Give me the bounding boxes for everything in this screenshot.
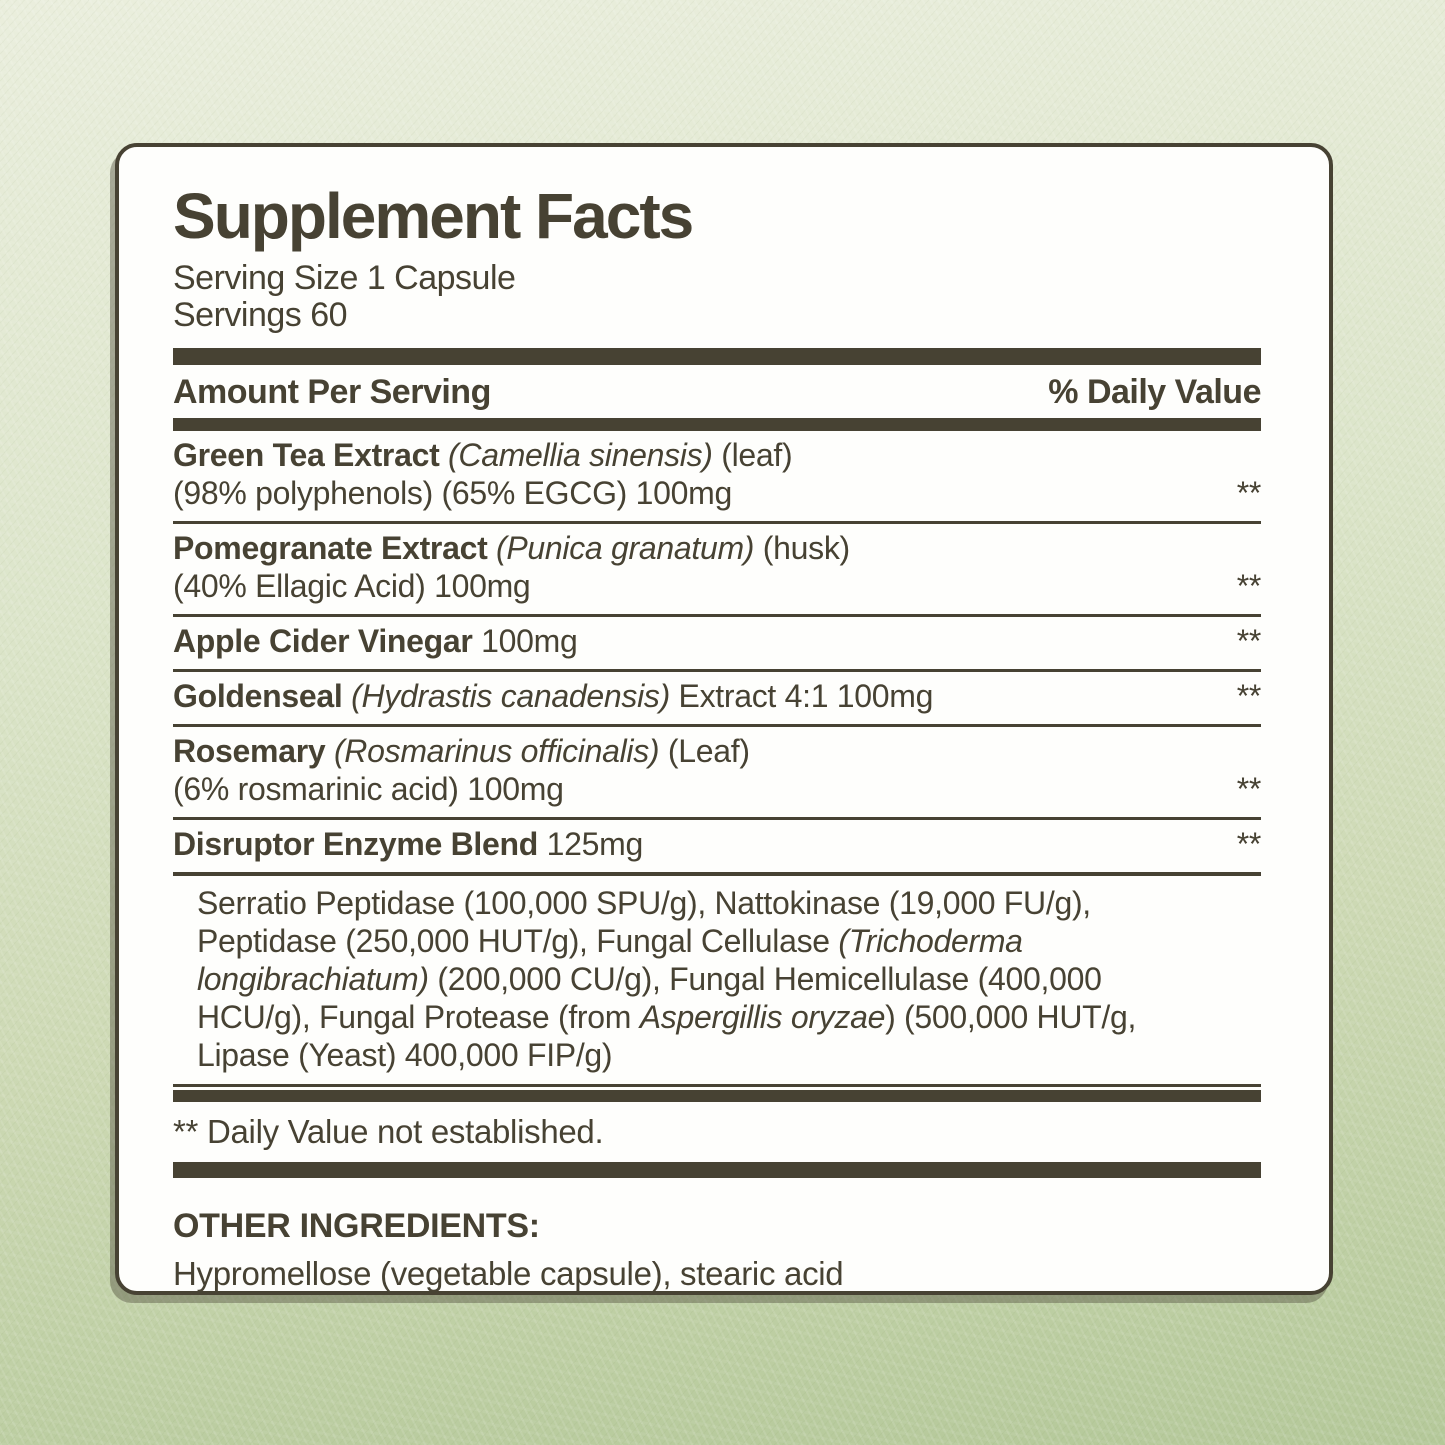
- text-segment: (Rosmarinus officinalis): [333, 733, 660, 770]
- panel-title: Supplement Facts: [173, 180, 694, 252]
- ingredient-row: ** Goldenseal (Hydrastis canadensis) Extr…: [173, 669, 1261, 724]
- ingredient-line: ** Apple Cider Vinegar 100mg: [173, 622, 1261, 660]
- text-segment: Goldenseal: [173, 678, 352, 715]
- divider-medium-footnote: [173, 1084, 1261, 1103]
- servings-count: Servings 60: [173, 296, 348, 335]
- text-segment: (Leaf): [659, 733, 750, 770]
- ingredient-line: Green Tea Extract (Camellia sinensis) (l…: [173, 436, 1261, 474]
- divider-medium-header: [173, 418, 1261, 432]
- serving-size: Serving Size 1 Capsule: [173, 259, 516, 298]
- daily-value-header: % Daily Value: [1048, 373, 1261, 412]
- text-segment: Pomegranate Extract: [173, 530, 497, 567]
- ingredient-row: Green Tea Extract (Camellia sinensis) (l…: [173, 431, 1261, 521]
- amount-per-serving-header: Amount Per Serving: [173, 373, 491, 412]
- ingredient-line: ** Disruptor Enzyme Blend 125mg: [173, 825, 1261, 863]
- ingredient-line: Pomegranate Extract (Punica granatum) (h…: [173, 529, 1261, 567]
- text-segment: (Punica granatum): [496, 530, 755, 567]
- text-segment: Apple Cider Vinegar: [173, 623, 482, 660]
- table-header-row: Amount Per Serving % Daily Value: [173, 365, 1261, 418]
- ingredient-line: ** (40% Ellagic Acid) 100mg: [173, 567, 1261, 605]
- text-segment: Green Tea Extract: [173, 437, 449, 474]
- text-segment: (98% polyphenols) (65% EGCG) 100mg: [173, 475, 732, 512]
- divider-thick-bottom: [173, 1162, 1261, 1179]
- ingredient-row: Pomegranate Extract (Punica granatum) (h…: [173, 521, 1261, 614]
- text-segment: 100mg: [481, 623, 578, 660]
- text-segment: Rosemary: [173, 733, 334, 770]
- ingredient-rows: Green Tea Extract (Camellia sinensis) (l…: [173, 431, 1261, 872]
- ingredient-row: ** Apple Cider Vinegar 100mg: [173, 614, 1261, 669]
- other-ingredients-label: OTHER INGREDIENTS:: [173, 1207, 540, 1246]
- divider-thick-top: [173, 348, 1261, 366]
- ingredient-row: Rosemary (Rosmarinus officinalis) (Leaf)…: [173, 724, 1261, 817]
- text-segment: (200,000 CU/g), Fungal Hemicellulase (40…: [197, 961, 1102, 1036]
- text-segment: Serratio Peptidase (100,000 SPU/g), Natt…: [197, 885, 1091, 960]
- text-segment: (Camellia sinensis): [448, 437, 713, 474]
- daily-value-mark: **: [1236, 826, 1262, 863]
- daily-value-mark: **: [1236, 623, 1262, 660]
- text-segment: ) (500,000 HUT/g, Lipase (Yeast) 400,000…: [197, 999, 1137, 1074]
- text-segment: (husk): [754, 530, 850, 567]
- text-segment: (Trichoderma longibrachiatum): [197, 923, 1023, 998]
- text-segment: Extract 4:1 100mg: [669, 678, 934, 715]
- ingredient-line: ** (6% rosmarinic acid) 100mg: [173, 770, 1261, 808]
- text-segment: Aspergillis oryzae: [639, 999, 886, 1036]
- ingredient-row: ** Disruptor Enzyme Blend 125mg: [173, 817, 1261, 872]
- daily-value-mark: **: [1236, 678, 1262, 715]
- daily-value-mark: **: [1236, 475, 1262, 512]
- ingredient-line: Rosemary (Rosmarinus officinalis) (Leaf): [173, 732, 1261, 770]
- text-segment: (40% Ellagic Acid) 100mg: [173, 568, 531, 605]
- text-segment: (6% rosmarinic acid) 100mg: [173, 771, 564, 808]
- text-segment: 125mg: [546, 826, 644, 863]
- text-segment: (leaf): [712, 437, 793, 474]
- ingredient-line: ** (98% polyphenols) (65% EGCG) 100mg: [173, 474, 1261, 512]
- daily-value-mark: **: [1236, 771, 1262, 808]
- text-segment: Disruptor Enzyme Blend: [173, 826, 547, 863]
- daily-value-mark: **: [1236, 568, 1262, 605]
- other-ingredients-text: Hypromellose (vegetable capsule), steari…: [173, 1255, 844, 1293]
- dv-footnote: ** Daily Value not established.: [173, 1113, 604, 1151]
- supplement-facts-panel: Supplement Facts Serving Size 1 Capsule …: [115, 143, 1333, 1295]
- text-segment: (Hydrastis canadensis): [351, 678, 670, 715]
- blend-description: Serratio Peptidase (100,000 SPU/g), Natt…: [173, 872, 1261, 1084]
- ingredient-line: ** Goldenseal (Hydrastis canadensis) Extr…: [173, 677, 1261, 715]
